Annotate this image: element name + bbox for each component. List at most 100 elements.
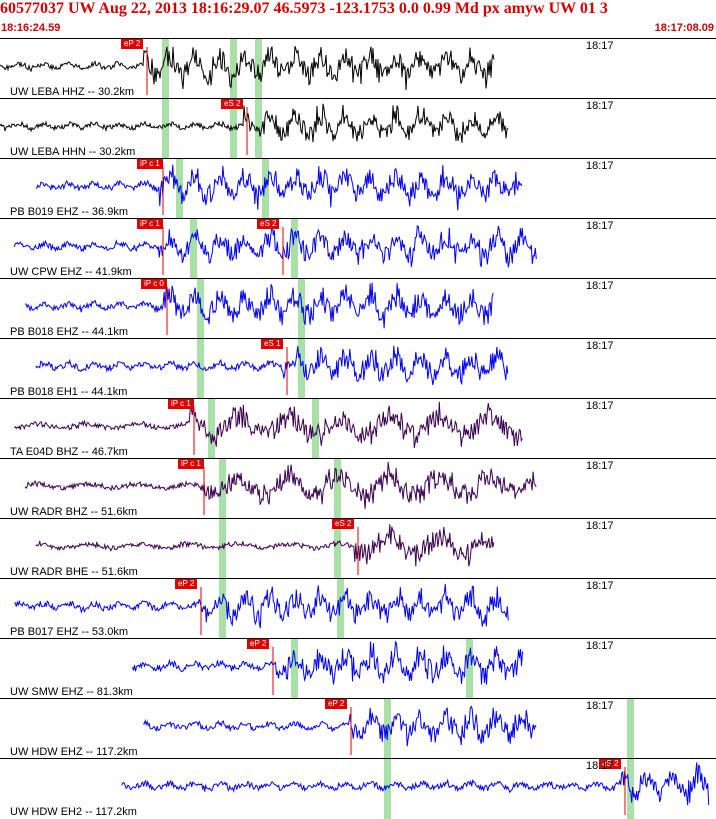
waveform-plot [35, 519, 495, 579]
seismogram-panel: iP c 1 eS 2 18:17 UW CPW EHZ -- 41.9km [0, 218, 716, 279]
phase-window-marker [219, 579, 226, 639]
header-title: 60577037 UW Aug 22, 2013 18:16:29.07 46.… [0, 0, 608, 17]
waveform-trace [0, 103, 509, 143]
waveform-trace [24, 462, 537, 509]
minute-tick-label: 18:17 [586, 700, 614, 712]
phase-window-marker [337, 579, 344, 639]
waveform-trace [14, 584, 509, 629]
station-label: UW RADR BHE -- 51.6km [10, 566, 138, 578]
seismogram-panel: iP c 1 18:17 UW RADR BHZ -- 51.6km [0, 458, 716, 519]
phase-pick-label[interactable]: eP 2 [247, 639, 270, 649]
phase-window-marker [334, 519, 341, 579]
phase-window-marker [190, 219, 197, 279]
seismogram-panel: eP 2 18:17 UW SMW EHZ -- 81.3km [0, 638, 716, 699]
waveform-trace [13, 401, 523, 449]
phase-pick-label[interactable]: eP 2 [325, 699, 348, 709]
waveform-trace [0, 45, 495, 91]
waveform-plot [0, 99, 509, 159]
seismogram-panel: iP c 0 18:17 PB B018 EHZ -- 44.1km [0, 278, 716, 339]
minute-tick-label: 18:17 [586, 100, 614, 112]
station-label: UW RADR BHZ -- 51.6km [10, 506, 138, 518]
waveform-plot [132, 639, 523, 699]
station-label: TA E04D BHZ -- 46.7km [10, 446, 128, 458]
phase-window-marker [627, 699, 634, 759]
minute-tick-label: 18:17 [586, 400, 614, 412]
seismogram-panel: eP 2 18:17 UW LEBA HHZ -- 30.2km [0, 38, 716, 99]
seismogram-panel: eS 2 18:17 UW HDW EH2 -- 117.2km [0, 758, 716, 819]
station-label: PB B017 EHZ -- 53.0km [10, 626, 128, 638]
waveform-plot [0, 39, 495, 99]
waveform-trace [13, 224, 537, 268]
minute-tick-label: 18:17 [586, 580, 614, 592]
phase-pick-label[interactable]: eP 2 [175, 579, 198, 589]
station-label: UW LEBA HHZ -- 30.2km [10, 86, 135, 98]
phase-window-marker [197, 339, 204, 399]
waveform-trace [121, 762, 710, 806]
station-label: PB B018 EHZ -- 44.1km [10, 326, 128, 338]
phase-pick-label[interactable]: iP c 0 [141, 279, 167, 289]
minute-tick-label: 18:17 [586, 460, 614, 472]
phase-window-marker [230, 99, 237, 159]
phase-pick-label[interactable]: eS 2 [257, 219, 280, 229]
phase-pick-label[interactable]: iP c 1 [168, 399, 194, 409]
phase-pick-label[interactable]: iP c 1 [178, 459, 204, 469]
station-label: UW CPW EHZ -- 41.9km [10, 266, 132, 278]
station-label: UW LEBA HHN -- 30.2km [10, 146, 136, 158]
end-time-label: 18:17:08.09 [654, 22, 714, 34]
phase-window-marker [219, 519, 226, 579]
waveform-plot [24, 459, 537, 519]
phase-window-marker [291, 219, 298, 279]
waveform-plot [35, 159, 523, 219]
seismogram-panel: eP 2 18:17 UW HDW EHZ -- 117.2km [0, 698, 716, 759]
seismogram-panel: iP c 1 18:17 PB B019 EHZ -- 36.9km [0, 158, 716, 219]
phase-pick-label[interactable]: eS 1 [261, 339, 284, 349]
waveform-trace [132, 640, 523, 685]
phase-window-marker [208, 399, 215, 459]
phase-window-marker [262, 159, 269, 219]
phase-pick-label[interactable]: iP c 1 [137, 159, 163, 169]
seismogram-panel: eS 1 18:17 PB B018 EH1 -- 44.1km [0, 338, 716, 399]
seismogram-panel: eP 2 18:17 PB B017 EHZ -- 53.0km [0, 578, 716, 639]
phase-window-marker [466, 639, 473, 699]
phase-pick-label[interactable]: eS 2 [221, 99, 244, 109]
phase-window-marker [627, 759, 634, 819]
waveform-trace [35, 345, 509, 386]
phase-pick-label[interactable]: eP 2 [121, 39, 144, 49]
waveform-plot [13, 399, 523, 459]
phase-window-marker [298, 339, 305, 399]
waveform-plot [13, 219, 537, 279]
phase-window-marker [230, 39, 237, 99]
station-label: UW HDW EHZ -- 117.2km [10, 746, 138, 758]
phase-window-marker [334, 459, 341, 519]
phase-pick-label[interactable]: eS 2 [599, 759, 622, 769]
waveform-plot [143, 699, 634, 759]
waveform-trace [24, 282, 494, 329]
minute-tick-label: 18:17 [586, 640, 614, 652]
phase-pick-label[interactable]: eS 2 [332, 519, 355, 529]
phase-window-marker [312, 399, 319, 459]
minute-tick-label: 18:17 [586, 40, 614, 52]
phase-window-marker [162, 99, 169, 159]
phase-window-marker [162, 39, 169, 99]
minute-tick-label: 18:17 [586, 340, 614, 352]
waveform-trace [35, 524, 495, 567]
waveform-trace [143, 705, 537, 747]
start-time-label: 18:16:24.59 [1, 22, 61, 34]
waveform-plot [14, 579, 509, 639]
minute-tick-label: 18:17 [586, 160, 614, 172]
minute-tick-label: 18:17 [586, 220, 614, 232]
minute-tick-label: 18:17 [586, 760, 614, 772]
station-label: UW HDW EH2 -- 117.2km [10, 806, 137, 818]
station-label: PB B018 EH1 -- 44.1km [10, 386, 128, 398]
seismogram-panel: iP c 1 18:17 TA E04D BHZ -- 46.7km [0, 398, 716, 459]
waveform-trace [35, 164, 523, 211]
seismogram-panels: eP 2 18:17 UW LEBA HHZ -- 30.2km eS 2 18:17 U… [0, 38, 716, 819]
minute-tick-label: 18:17 [586, 520, 614, 532]
seismogram-panel: eS 2 18:17 UW LEBA HHN -- 30.2km [0, 98, 716, 159]
station-label: UW SMW EHZ -- 81.3km [10, 686, 133, 698]
phase-pick-label[interactable]: iP c 1 [137, 219, 163, 229]
waveform-plot [24, 279, 494, 339]
waveform-plot [35, 339, 509, 399]
phase-window-marker [384, 759, 391, 819]
station-label: PB B019 EHZ -- 36.9km [10, 206, 128, 218]
